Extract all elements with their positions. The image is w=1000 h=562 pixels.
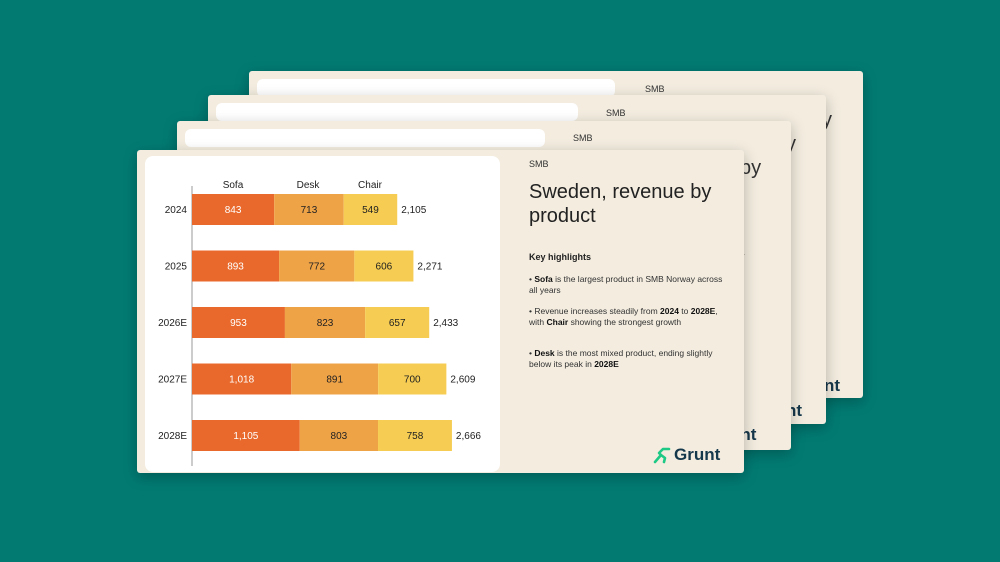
total-label: 2,609 xyxy=(450,375,475,386)
slide-title-fragment: y xyxy=(786,133,796,155)
bar-segment-desk xyxy=(274,194,344,225)
data-label-chair: 758 xyxy=(407,431,424,442)
bar-segment-chair xyxy=(365,307,430,338)
data-label-sofa: 953 xyxy=(230,318,247,329)
highlight-bullet-2: • Revenue increases steadily from 2024 t… xyxy=(529,306,729,327)
data-label-sofa: 1,018 xyxy=(229,375,254,386)
slide-tag: SMB xyxy=(529,159,549,169)
data-label-desk: 713 xyxy=(301,205,318,216)
data-label-chair: 700 xyxy=(404,375,421,386)
slide-title-fragment: by xyxy=(740,157,762,179)
bullet-text-part: 2028E xyxy=(594,358,619,369)
bar-segment-desk xyxy=(284,307,366,338)
logo-fragment: nt xyxy=(824,376,841,395)
bar-segment-desk xyxy=(299,420,379,451)
data-label-desk: 823 xyxy=(317,318,334,329)
slide-header-strip xyxy=(216,103,578,121)
bullet-text-part: • xyxy=(529,274,535,284)
bar-segment-chair xyxy=(378,420,452,451)
bar-segment-desk xyxy=(291,363,379,395)
logo-text: Grunt xyxy=(674,445,721,464)
total-label: 2,666 xyxy=(456,431,481,442)
legend-label-sofa: Sofa xyxy=(223,180,244,191)
bar-segment-desk xyxy=(279,250,355,282)
slide-title: Sweden, revenue by product xyxy=(529,181,712,227)
category-label: 2024 xyxy=(165,205,188,216)
total-label: 2,433 xyxy=(433,318,458,329)
slide-tag: SMB xyxy=(606,108,626,118)
bar-segment-chair xyxy=(343,194,398,225)
data-label-desk: 772 xyxy=(308,262,325,273)
total-label: 2,105 xyxy=(401,205,426,216)
bullet-text-part: is the largest product in SMB Norway acr… xyxy=(529,274,723,295)
bullet-text-part: 2028E xyxy=(690,306,716,316)
bar-segment-sofa xyxy=(192,363,292,395)
bullet-text-part: Desk xyxy=(534,348,555,358)
data-label-desk: 803 xyxy=(331,431,348,442)
grunt-runner-icon xyxy=(653,447,671,464)
data-label-chair: 606 xyxy=(376,262,393,273)
bar-segment-sofa xyxy=(192,194,275,225)
data-label-chair: 657 xyxy=(389,318,406,329)
bullet-text-part: , with xyxy=(529,306,718,327)
chart-panel: Sofa Desk Chair 2024 843 713 549 2,105 2025 893 77… xyxy=(145,156,500,472)
bar-segment-sofa xyxy=(192,250,280,282)
data-label-chair: 549 xyxy=(362,205,379,216)
data-label-sofa: 1,105 xyxy=(233,431,258,442)
data-label-desk: 891 xyxy=(326,375,343,386)
bullet-text-part: 2024 xyxy=(660,306,679,316)
bar-segment-sofa xyxy=(192,307,285,338)
slide-main[interactable]: Sofa Desk Chair 2024 843 713 549 2,105 2025 893 77… xyxy=(137,150,744,473)
category-label: 2026E xyxy=(158,318,187,329)
slide-tag: SMB xyxy=(645,84,665,94)
slide-tag: SMB xyxy=(573,133,593,143)
bullet-text-part: • xyxy=(529,348,535,358)
data-label-sofa: 843 xyxy=(225,205,242,216)
highlight-bullet-1: • Sofa is the largest product in SMB Nor… xyxy=(529,274,729,295)
grunt-logo: Grunt xyxy=(653,445,720,465)
category-label: 2025 xyxy=(165,262,188,273)
category-label: 2027E xyxy=(158,375,187,386)
bar-segment-chair xyxy=(378,363,447,395)
legend-label-chair: Chair xyxy=(358,180,383,191)
bullet-text-part: showing the strongest growth xyxy=(568,316,682,327)
total-label: 2,271 xyxy=(417,262,442,273)
stacked-bar-chart: Sofa Desk Chair 2024 843 713 549 2,105 2025 893 77… xyxy=(158,180,481,466)
slide-header-strip xyxy=(185,129,545,147)
slide-header-strip xyxy=(257,79,615,97)
key-highlights-heading: Key highlights xyxy=(529,252,592,262)
bullet-text-part: Chair xyxy=(546,316,569,327)
bar-segment-chair xyxy=(354,250,414,282)
highlight-bullet-3: • Desk is the most mixed product, ending… xyxy=(529,348,729,369)
category-label: 2028E xyxy=(158,431,187,442)
bullet-text-part: to xyxy=(678,306,691,316)
slide-title-fragment: y xyxy=(822,109,832,131)
bar-segment-sofa xyxy=(192,420,300,451)
legend-label-desk: Desk xyxy=(297,180,321,191)
bullet-text-part: • Revenue increases steadily from xyxy=(529,306,661,316)
data-label-sofa: 893 xyxy=(227,262,244,273)
bullet-text-part: is the most mixed product, ending slight… xyxy=(529,348,713,369)
bullet-text-part: Sofa xyxy=(534,274,553,284)
